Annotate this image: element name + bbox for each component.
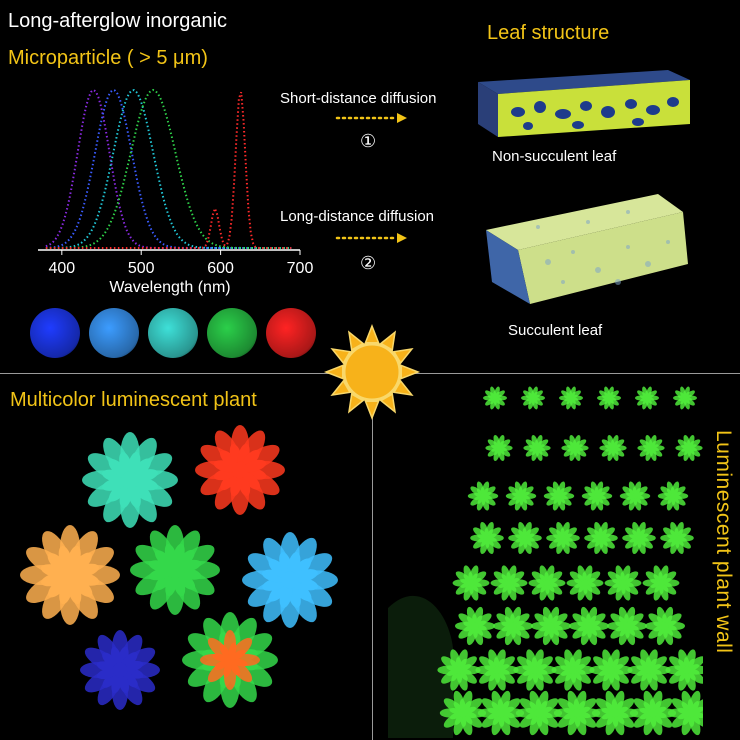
wall-plant-4-3 <box>566 565 604 601</box>
plant-orange-center <box>200 630 260 690</box>
wall-plant-1-1 <box>523 435 551 461</box>
wall-plant-4-1 <box>490 565 528 601</box>
x-tick-label-600: 600 <box>207 260 234 277</box>
wall-plant-2-3 <box>581 481 613 511</box>
wall-plant-0-1 <box>521 386 545 410</box>
step-1-number: ① <box>360 131 377 151</box>
sun-icon <box>323 323 421 421</box>
step-2-number: ② <box>360 253 377 273</box>
x-tick-label-400: 400 <box>48 260 75 277</box>
color-swatch-1 <box>30 308 80 358</box>
arrow-1-icon <box>335 113 407 123</box>
color-swatch-3 <box>148 308 198 358</box>
emission-spectrum-chart: 400 500 600 700 Wavelength (nm) <box>38 88 313 296</box>
spectrum-line-2 <box>45 89 292 249</box>
plant-wall-title: Luminescent plant wall <box>712 430 735 654</box>
wall-plant-5-5 <box>645 606 685 646</box>
sun-ray <box>400 364 421 380</box>
plant-red <box>195 425 285 515</box>
wall-plant-0-5 <box>673 386 697 410</box>
sun-disc <box>342 342 402 402</box>
plant-wall-image <box>388 386 703 738</box>
wall-plant-2-4 <box>619 481 651 511</box>
wall-plant-1-2 <box>561 435 589 461</box>
sun-ray <box>323 364 344 380</box>
wall-plant-4-5 <box>642 565 680 601</box>
wall-plant-0-4 <box>635 386 659 410</box>
wall-plant-5-2 <box>531 606 571 646</box>
wall-plant-6-2 <box>513 649 557 691</box>
wall-plant-3-1 <box>508 521 542 555</box>
leaf-structure-title: Leaf structure <box>487 22 610 44</box>
spectrum-line-5 <box>45 91 292 249</box>
wall-plant-7-5 <box>629 690 677 736</box>
wall-plant-6-5 <box>627 649 671 691</box>
sun-ray <box>364 400 380 421</box>
wall-plant-6-4 <box>589 649 633 691</box>
x-tick-group: 400 500 600 700 <box>48 250 313 277</box>
wall-plant-0-2 <box>559 386 583 410</box>
wall-plant-2-1 <box>505 481 537 511</box>
sun-ray <box>364 323 380 344</box>
wall-plant-3-0 <box>470 521 504 555</box>
wall-plant-0-0 <box>483 386 507 410</box>
wall-plant-7-1 <box>477 690 525 736</box>
spectrum-line-3 <box>45 89 292 249</box>
multicolor-plant-title: Multicolor luminescent plant <box>10 389 257 411</box>
arrow-2-label: Long-distance diffusion <box>280 208 434 225</box>
plant-teal <box>82 431 178 529</box>
color-swatch-5 <box>266 308 316 358</box>
non-succulent-leaf-caption: Non-succulent leaf <box>492 148 617 165</box>
wall-plant-4-0 <box>452 565 490 601</box>
succulent-leaf-caption: Succulent leaf <box>508 322 603 339</box>
wall-plant-1-3 <box>599 435 627 461</box>
x-tick-label-500: 500 <box>128 260 155 277</box>
succulent-leaf-image <box>486 194 688 304</box>
wall-plant-2-2 <box>543 481 575 511</box>
wall-plant-1-5 <box>675 435 703 461</box>
color-swatch-4 <box>207 308 257 358</box>
plant-cyan <box>242 532 338 628</box>
wall-plant-5-1 <box>493 606 533 646</box>
wall-plant-4-4 <box>604 565 642 601</box>
wall-plant-6-6 <box>665 649 703 691</box>
wall-plant-3-2 <box>546 521 580 555</box>
spectrum-series-group <box>45 88 292 249</box>
wall-plant-7-6 <box>667 690 703 736</box>
plant-green <box>130 525 220 615</box>
wall-plant-2-5 <box>657 481 689 511</box>
x-tick-label-700: 700 <box>287 260 314 277</box>
header-line-2: Microparticle ( > 5 μm) <box>8 47 208 69</box>
wall-plant-3-4 <box>622 521 656 555</box>
spectrum-line-1 <box>45 88 292 249</box>
arrow-2-icon <box>335 233 407 243</box>
vertical-divider <box>372 373 373 740</box>
wall-plant-0-3 <box>597 386 621 410</box>
plant-orange <box>20 525 120 625</box>
wall-plant-6-0 <box>437 649 481 691</box>
plant-blue <box>80 630 160 710</box>
wall-plant-1-4 <box>637 435 665 461</box>
multicolor-plants-image <box>20 425 338 710</box>
x-axis-label: Wavelength (nm) <box>109 279 230 296</box>
wall-plant-6-3 <box>551 649 595 691</box>
color-swatch-row <box>30 308 320 363</box>
wall-plant-5-4 <box>607 606 647 646</box>
wall-plant-3-3 <box>584 521 618 555</box>
color-swatch-2 <box>89 308 139 358</box>
wall-plant-3-5 <box>660 521 694 555</box>
spectrum-line-4 <box>45 88 292 249</box>
non-succulent-leaf-image <box>478 70 690 137</box>
wall-plant-6-1 <box>475 649 519 691</box>
arrow-1-label: Short-distance diffusion <box>280 90 437 107</box>
header-line-1: Long-afterglow inorganic <box>8 10 228 32</box>
wall-plant-2-0 <box>467 481 499 511</box>
wall-plant-4-2 <box>528 565 566 601</box>
wall-plant-5-0 <box>455 606 495 646</box>
wall-plant-5-3 <box>569 606 609 646</box>
wall-plant-1-0 <box>485 435 513 461</box>
